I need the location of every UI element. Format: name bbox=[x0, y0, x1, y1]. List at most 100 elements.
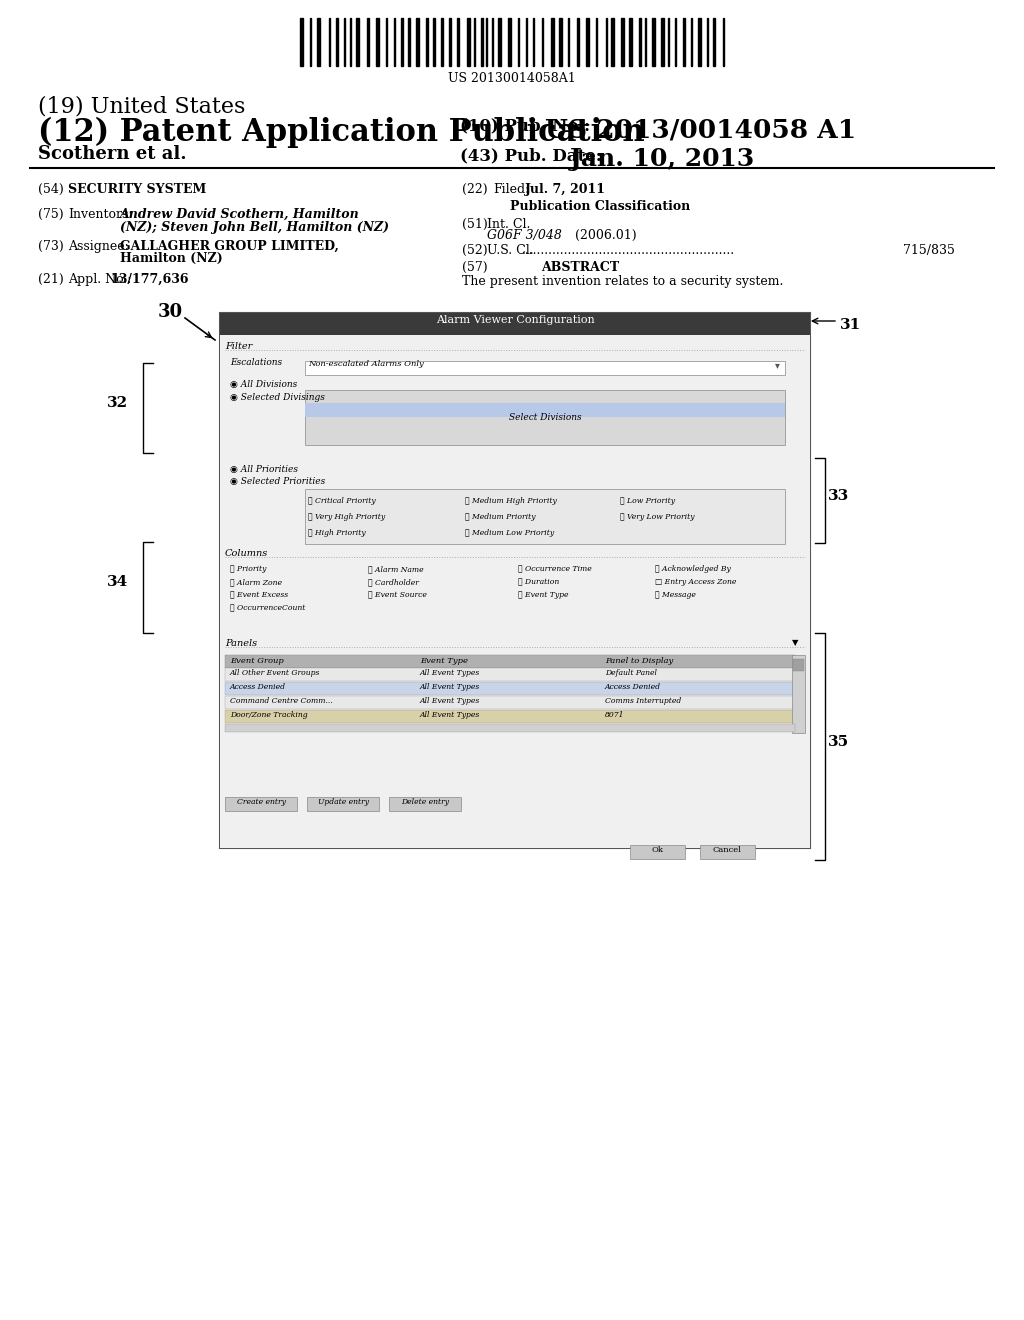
Text: .......................................................: ........................................… bbox=[522, 244, 735, 257]
Text: ☑ Priority: ☑ Priority bbox=[230, 565, 266, 573]
Text: (54): (54) bbox=[38, 183, 63, 195]
Bar bbox=[683, 18, 685, 66]
Text: ☑ Very High Priority: ☑ Very High Priority bbox=[308, 513, 385, 521]
Bar bbox=[559, 18, 562, 66]
Text: Int. Cl.: Int. Cl. bbox=[487, 218, 530, 231]
Bar bbox=[629, 18, 632, 66]
Bar bbox=[621, 18, 624, 66]
Text: ☑ Critical Priority: ☑ Critical Priority bbox=[308, 498, 376, 506]
Bar bbox=[698, 18, 701, 66]
Text: ABSTRACT: ABSTRACT bbox=[541, 261, 620, 275]
Bar bbox=[611, 18, 614, 66]
Text: Panel to Display: Panel to Display bbox=[605, 657, 673, 665]
Text: ☑ Cardholder: ☑ Cardholder bbox=[368, 578, 419, 586]
Text: Assignee:: Assignee: bbox=[68, 240, 129, 253]
Text: ☑ Event Excess: ☑ Event Excess bbox=[230, 591, 288, 599]
Text: ☑ Message: ☑ Message bbox=[655, 591, 696, 599]
Bar bbox=[389, 797, 461, 810]
Text: ☑ Low Priority: ☑ Low Priority bbox=[620, 498, 675, 506]
Text: ▼: ▼ bbox=[792, 638, 799, 647]
Text: Appl. No.:: Appl. No.: bbox=[68, 273, 135, 286]
Text: ☑ Acknowledged By: ☑ Acknowledged By bbox=[655, 565, 731, 573]
Text: G06F 3/048: G06F 3/048 bbox=[487, 228, 562, 242]
Text: SECURITY SYSTEM: SECURITY SYSTEM bbox=[68, 183, 206, 195]
Text: Update entry: Update entry bbox=[317, 799, 369, 807]
Text: (NZ); Steven John Bell, Hamilton (NZ): (NZ); Steven John Bell, Hamilton (NZ) bbox=[120, 220, 389, 234]
Bar bbox=[225, 723, 795, 733]
Text: All Event Types: All Event Types bbox=[420, 682, 480, 690]
Text: 8071: 8071 bbox=[605, 711, 625, 719]
Text: (21): (21) bbox=[38, 273, 63, 286]
Bar bbox=[220, 313, 810, 335]
Text: ☑ OccurrenceCount: ☑ OccurrenceCount bbox=[230, 605, 305, 612]
Bar bbox=[305, 403, 785, 417]
Text: (2006.01): (2006.01) bbox=[575, 228, 637, 242]
Bar bbox=[467, 18, 470, 66]
Text: 33: 33 bbox=[828, 488, 849, 503]
Bar bbox=[376, 18, 379, 66]
Text: ☑ Alarm Zone: ☑ Alarm Zone bbox=[230, 578, 282, 586]
Text: Alarm Viewer Configuration: Alarm Viewer Configuration bbox=[435, 315, 594, 325]
Text: 34: 34 bbox=[106, 576, 128, 590]
Text: Columns: Columns bbox=[225, 549, 268, 558]
Bar bbox=[305, 488, 785, 544]
Text: (43) Pub. Date:: (43) Pub. Date: bbox=[460, 147, 602, 164]
Bar bbox=[305, 389, 785, 445]
Text: ☑ Alarm Name: ☑ Alarm Name bbox=[368, 565, 424, 573]
Text: Filed:: Filed: bbox=[493, 183, 529, 195]
Text: Scothern et al.: Scothern et al. bbox=[38, 145, 186, 162]
Text: ◉ All Divisions: ◉ All Divisions bbox=[230, 380, 297, 389]
Bar bbox=[426, 18, 428, 66]
Bar bbox=[307, 797, 379, 810]
Text: Publication Classification: Publication Classification bbox=[510, 201, 690, 213]
Text: Event Type: Event Type bbox=[420, 657, 468, 665]
Bar bbox=[225, 655, 795, 668]
Text: Event Group: Event Group bbox=[230, 657, 284, 665]
Bar bbox=[408, 18, 410, 66]
Bar bbox=[498, 18, 501, 66]
Text: Ok: Ok bbox=[651, 846, 663, 854]
Bar bbox=[336, 18, 338, 66]
Text: (22): (22) bbox=[462, 183, 487, 195]
Bar bbox=[662, 18, 664, 66]
Text: All Other Event Groups: All Other Event Groups bbox=[230, 669, 321, 677]
Text: ▾: ▾ bbox=[775, 360, 780, 370]
Bar bbox=[220, 313, 810, 847]
Text: Select Divisions: Select Divisions bbox=[509, 412, 582, 421]
Bar bbox=[449, 18, 451, 66]
Bar bbox=[481, 18, 483, 66]
Bar bbox=[305, 360, 785, 375]
Text: GALLAGHER GROUP LIMITED,: GALLAGHER GROUP LIMITED, bbox=[120, 240, 339, 253]
Text: (73): (73) bbox=[38, 240, 63, 253]
Bar bbox=[225, 682, 795, 696]
Bar bbox=[577, 18, 579, 66]
Bar bbox=[457, 18, 459, 66]
Text: Cancel: Cancel bbox=[713, 846, 741, 854]
Text: US 20130014058A1: US 20130014058A1 bbox=[449, 73, 575, 84]
Bar bbox=[220, 335, 810, 847]
Bar bbox=[441, 18, 443, 66]
Text: ◉ Selected Divisings: ◉ Selected Divisings bbox=[230, 393, 325, 403]
Text: 32: 32 bbox=[106, 396, 128, 411]
Text: Jul. 7, 2011: Jul. 7, 2011 bbox=[525, 183, 606, 195]
Text: All Event Types: All Event Types bbox=[420, 711, 480, 719]
Text: U.S. Cl.: U.S. Cl. bbox=[487, 244, 534, 257]
Text: Hamilton (NZ): Hamilton (NZ) bbox=[120, 252, 223, 265]
Text: ☑ Occurrence Time: ☑ Occurrence Time bbox=[518, 565, 592, 573]
Text: 31: 31 bbox=[840, 318, 861, 333]
Text: Access Denied: Access Denied bbox=[605, 682, 662, 690]
Text: ☑ Duration: ☑ Duration bbox=[518, 578, 559, 586]
Text: 30: 30 bbox=[158, 304, 183, 321]
Text: All Event Types: All Event Types bbox=[420, 697, 480, 705]
Bar bbox=[225, 797, 297, 810]
Text: (75): (75) bbox=[38, 209, 63, 220]
Text: Default Panel: Default Panel bbox=[605, 669, 657, 677]
Text: ☑ Medium High Priority: ☑ Medium High Priority bbox=[465, 498, 557, 506]
Text: Andrew David Scothern, Hamilton: Andrew David Scothern, Hamilton bbox=[120, 209, 359, 220]
Text: (57): (57) bbox=[462, 261, 487, 275]
Bar bbox=[639, 18, 641, 66]
Bar bbox=[713, 18, 715, 66]
Text: ☑ Very Low Priority: ☑ Very Low Priority bbox=[620, 513, 694, 521]
Text: (19) United States: (19) United States bbox=[38, 95, 246, 117]
Text: ☑ Event Source: ☑ Event Source bbox=[368, 591, 427, 599]
